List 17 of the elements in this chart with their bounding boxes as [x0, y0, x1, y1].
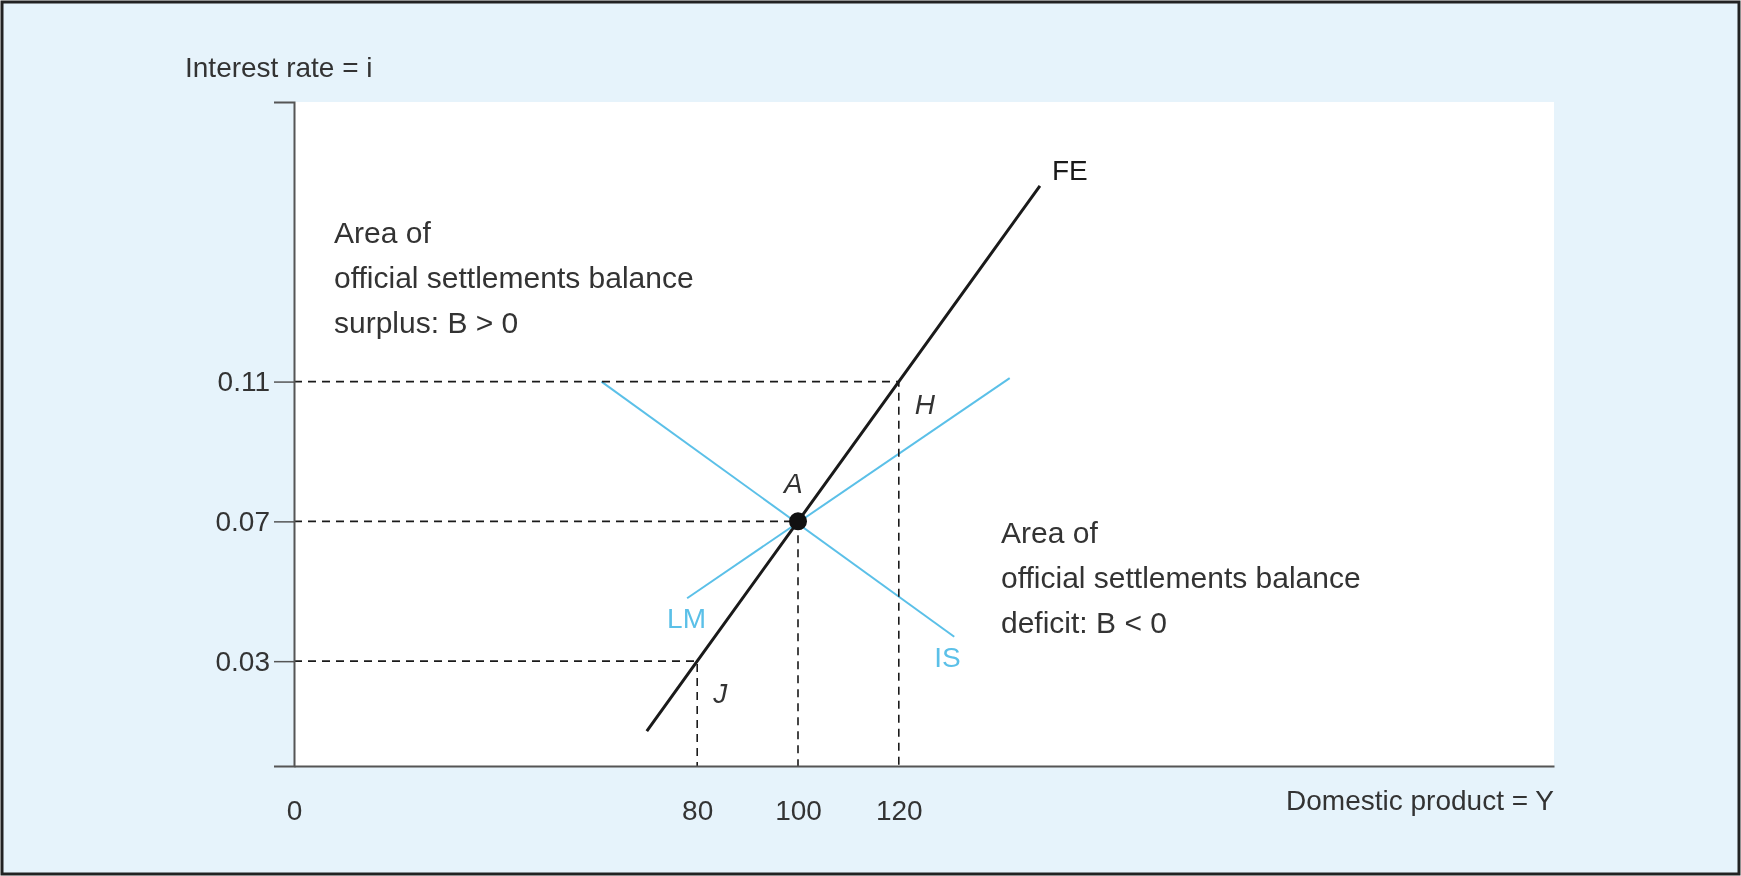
x-tick-label: 100: [775, 794, 822, 826]
y-tick-label: 0.07: [215, 505, 270, 537]
y-tick-label: 0.03: [215, 645, 270, 677]
x-tick-label: 120: [875, 794, 923, 826]
x-axis-title: Domestic product = Y: [1286, 785, 1555, 816]
annotation: Area of official settlements balance deficit: B < 0: [1001, 516, 1361, 639]
annotation: A: [782, 468, 803, 500]
y-tick-label: 0.11: [217, 366, 270, 398]
annotation: J: [712, 678, 729, 710]
x-tick-label: 80: [682, 794, 714, 826]
annotation: Area of official settlements balance surplus: B > 0: [334, 216, 694, 339]
y-axis-title: Interest rate = i: [185, 52, 373, 83]
annotation: H: [914, 388, 936, 420]
series-label: IS: [934, 641, 961, 673]
x-tick-label: 0: [286, 794, 303, 826]
series-label: FE: [1051, 154, 1088, 186]
series-label: LM: [667, 603, 707, 635]
